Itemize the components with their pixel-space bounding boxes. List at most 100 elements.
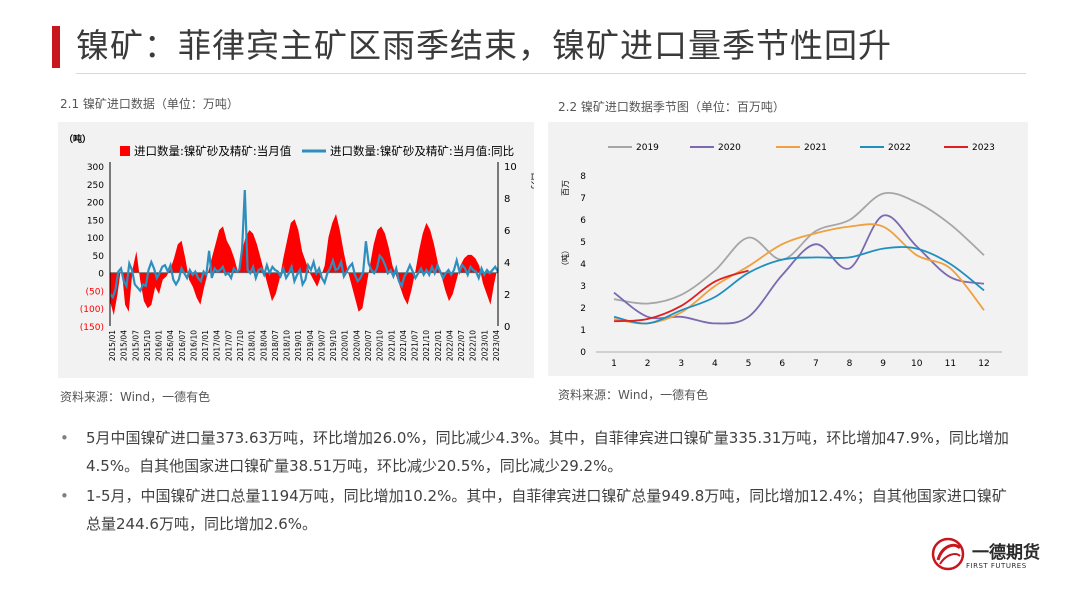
x-tick-label: 2017/04 bbox=[213, 330, 222, 361]
right-chart-unit-top: 百万 bbox=[561, 180, 570, 196]
x-tick-label: 2020/01 bbox=[341, 330, 350, 361]
bullet-dot-icon: • bbox=[60, 429, 69, 447]
x-tick-label: 2019/04 bbox=[306, 330, 315, 361]
x-tick-label: 2022/01 bbox=[434, 330, 443, 361]
x-tick-label: 12 bbox=[978, 359, 989, 369]
left-chart-caption: 2.1 镍矿进口数据（单位：万吨） bbox=[60, 97, 239, 111]
x-tick-label: 2020/04 bbox=[352, 330, 361, 361]
x-tick-label: 2016/10 bbox=[189, 330, 198, 361]
bullet-item: • 1-5月，中国镍矿进口总量1194万吨，同比增加10.2%。其中，自菲律宾进… bbox=[58, 482, 1018, 538]
left-y-tick-label: (150) bbox=[80, 323, 104, 333]
series-line-2021 bbox=[613, 223, 985, 325]
x-tick-label: 2023/04 bbox=[492, 330, 501, 361]
legend-label-area: 进口数量:镍矿砂及精矿:当月值 bbox=[134, 144, 292, 158]
left-chart-source: 资料来源：Wind，一德有色 bbox=[60, 390, 211, 404]
right-y-tick-label: 6 bbox=[504, 226, 510, 237]
x-tick-label: 2016/07 bbox=[178, 330, 187, 361]
logo-swirl-icon bbox=[931, 537, 965, 571]
title-accent-bar bbox=[52, 26, 60, 68]
series-line-2019 bbox=[613, 192, 985, 305]
bullet-text: 1-5月，中国镍矿进口总量1194万吨，同比增加10.2%。其中，自菲律宾进口镍… bbox=[86, 487, 1007, 533]
x-tick-label: 2017/10 bbox=[236, 330, 245, 361]
x-tick-label: 2016/01 bbox=[155, 330, 164, 361]
x-tick-label: 2022/04 bbox=[445, 330, 454, 361]
x-tick-label: 6 bbox=[779, 359, 785, 369]
x-tick-label: 2021/04 bbox=[399, 330, 408, 361]
y-tick-label: 7 bbox=[580, 194, 586, 204]
right-y-tick-label: 10 bbox=[504, 162, 517, 173]
y-tick-label: 1 bbox=[580, 326, 586, 336]
slide-title: 镍矿：菲律宾主矿区雨季结束，镍矿进口量季节性回升 bbox=[76, 26, 892, 65]
y-tick-label: 6 bbox=[580, 216, 586, 226]
x-tick-label: 8 bbox=[847, 359, 853, 369]
right-chart-unit-left: （吨） bbox=[560, 246, 570, 270]
x-tick-label: 2018/04 bbox=[259, 330, 268, 361]
y-tick-label: 3 bbox=[580, 282, 586, 292]
legend-label-line: 进口数量:镍矿砂及精矿:当月值:同比 bbox=[330, 144, 514, 158]
x-tick-label: 2021/01 bbox=[387, 330, 396, 361]
x-tick-label: 2021/07 bbox=[411, 330, 420, 361]
x-tick-label: 2018/10 bbox=[283, 330, 292, 361]
left-y-tick-label: 300 bbox=[87, 163, 104, 173]
x-tick-label: 2016/04 bbox=[166, 330, 175, 361]
series-line-2022 bbox=[613, 246, 985, 325]
y-tick-label: 5 bbox=[580, 238, 586, 248]
legend-label-2023: 2023 bbox=[972, 143, 995, 153]
left-y-tick-label: 250 bbox=[87, 181, 104, 191]
bullet-item: • 5月中国镍矿进口量373.63万吨，环比增加26.0%，同比减少4.3%。其… bbox=[58, 424, 1018, 480]
right-y-tick-label: 4 bbox=[504, 258, 510, 269]
logo-name: 一德期货 bbox=[972, 543, 1040, 563]
x-tick-label: 2 bbox=[645, 359, 651, 369]
x-tick-label: 2015/04 bbox=[120, 330, 129, 361]
left-chart-panel: 进口数量:镍矿砂及精矿:当月值 进口数量:镍矿砂及精矿:当月值:同比 （吨） 百万 30… bbox=[58, 122, 534, 378]
x-tick-label: 2019/07 bbox=[317, 330, 326, 361]
logo-subtitle: FIRST FUTURES bbox=[966, 562, 1027, 570]
legend-swatch-area bbox=[120, 146, 130, 156]
left-y-tick-label: (100) bbox=[80, 305, 104, 315]
legend-label-2022: 2022 bbox=[888, 143, 911, 153]
left-y-tick-label: 150 bbox=[87, 216, 104, 226]
series-line-2020 bbox=[613, 214, 985, 325]
x-tick-label: 2015/07 bbox=[131, 330, 140, 361]
x-tick-label: 2021/10 bbox=[422, 330, 431, 361]
x-tick-label: 1 bbox=[611, 359, 617, 369]
y-tick-label: 8 bbox=[580, 172, 586, 182]
y-tick-label: 2 bbox=[580, 304, 586, 314]
right-chart-panel: 2019 2020 2021 2022 2023 百万 （吨） 0 1 2 3 4 5 6 7 8 1 2 3 4 5 6… bbox=[548, 122, 1028, 376]
y-tick-label: 0 bbox=[580, 348, 586, 358]
left-chart-svg: 进口数量:镍矿砂及精矿:当月值 进口数量:镍矿砂及精矿:当月值:同比 （吨） 百万 30… bbox=[64, 133, 534, 361]
left-y-tick-label: 50 bbox=[93, 252, 105, 262]
x-tick-label: 2018/01 bbox=[248, 330, 257, 361]
left-y-tick-label: 100 bbox=[87, 234, 104, 244]
x-tick-label: 2020/07 bbox=[364, 330, 373, 361]
x-tick-label: 5 bbox=[746, 359, 752, 369]
y-tick-label: 4 bbox=[580, 260, 586, 270]
line-series-yoy bbox=[109, 189, 499, 300]
legend-label-2020: 2020 bbox=[718, 143, 741, 153]
x-tick-label: 10 bbox=[911, 359, 923, 369]
right-chart-caption: 2.2 镍矿进口数据季节图（单位：百万吨） bbox=[558, 100, 785, 114]
right-y-tick-label: 2 bbox=[504, 290, 510, 301]
x-tick-label: 9 bbox=[880, 359, 886, 369]
x-tick-label: 7 bbox=[813, 359, 819, 369]
x-tick-label: 11 bbox=[945, 359, 956, 369]
bullet-dot-icon: • bbox=[60, 487, 69, 505]
area-series-import-volume bbox=[110, 214, 498, 316]
x-tick-label: 4 bbox=[712, 359, 718, 369]
left-y-tick-label: (50) bbox=[86, 287, 104, 297]
company-logo: 一德期货 FIRST FUTURES bbox=[930, 532, 1040, 582]
x-tick-label: 2019/10 bbox=[329, 330, 338, 361]
right-chart-source: 资料来源：Wind，一德有色 bbox=[558, 388, 709, 402]
legend-label-2021: 2021 bbox=[804, 143, 827, 153]
x-tick-label: 2017/07 bbox=[224, 330, 233, 361]
bullet-list: • 5月中国镍矿进口量373.63万吨，环比增加26.0%，同比减少4.3%。其… bbox=[58, 424, 1018, 540]
title-divider bbox=[76, 73, 1026, 74]
x-tick-label: 2022/07 bbox=[457, 330, 466, 361]
right-y-tick-label: 0 bbox=[504, 322, 510, 333]
left-y-tick-label: 0 bbox=[98, 270, 104, 280]
x-tick-label: 2017/01 bbox=[201, 330, 210, 361]
right-y-tick-label: 8 bbox=[504, 194, 510, 205]
x-tick-label: 2015/10 bbox=[143, 330, 152, 361]
x-tick-label: 2022/10 bbox=[469, 330, 478, 361]
